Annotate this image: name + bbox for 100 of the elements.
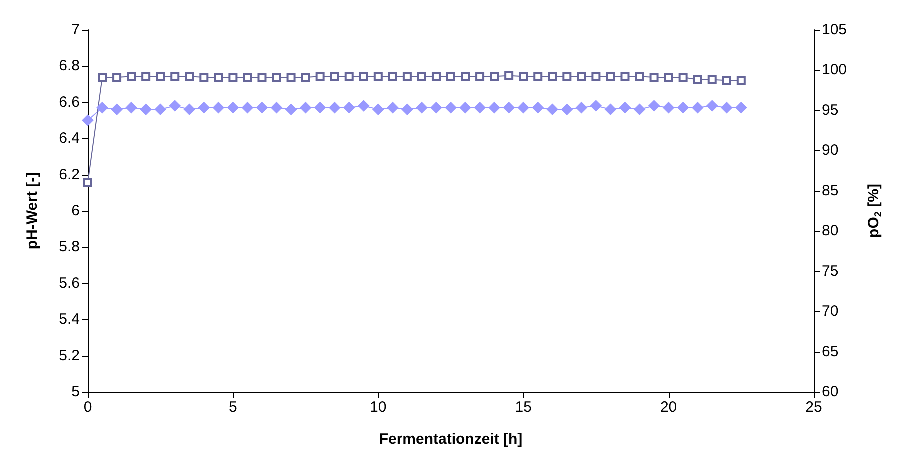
point [388,72,398,82]
point [721,102,732,114]
point [532,102,544,114]
y-tick-label: 6 [72,202,80,220]
point [490,72,500,82]
point [359,72,368,82]
point [504,71,514,80]
y2-tick-label: 70 [822,303,839,320]
point [678,72,688,82]
y-tick-label: 5.2 [59,347,80,364]
x-tick-label: 20 [660,399,678,416]
point [446,102,456,114]
y2-tick-label: 100 [822,62,848,79]
point [358,100,370,112]
point [112,72,122,82]
point [577,72,586,82]
point [446,72,456,82]
point [678,102,689,114]
point [372,104,384,116]
point [155,104,166,116]
point [140,104,152,116]
y-tick-label: 7 [72,22,80,38]
point [562,104,573,116]
point [562,72,572,82]
point [112,104,123,116]
point [184,104,196,116]
point [461,72,470,82]
point [576,102,588,114]
point [272,72,282,82]
point [620,102,631,114]
point [156,72,166,82]
point [142,72,151,82]
x-tick-label: 0 [84,399,92,416]
point [286,72,296,82]
y2-tick-label: 105 [822,22,848,38]
x-tick-label: 5 [229,399,238,416]
point [243,72,252,82]
point [200,72,209,82]
y2-tick-label: 60 [822,384,839,400]
y-tick-label: 5.8 [59,238,80,256]
point [722,76,732,86]
y-tick-label: 6.6 [59,94,80,111]
point [547,104,558,116]
point [592,72,601,82]
y2-tick-label: 75 [822,262,839,280]
point [430,102,442,114]
y-tick-label: 5.4 [59,311,80,328]
point [374,72,383,82]
point [344,72,354,82]
point [344,102,355,114]
y-tick-label: 5.6 [59,274,80,292]
point [416,102,428,114]
point [548,72,558,82]
point [82,115,94,126]
x-tick-label: 25 [806,399,822,416]
point [534,72,543,82]
point [271,102,282,114]
point [228,102,239,114]
point [476,72,485,82]
y-tick-label: 5 [72,384,80,400]
point [98,72,108,82]
point [460,102,472,114]
point [256,102,268,114]
point [300,102,312,114]
y2-tick-label: 80 [822,222,839,240]
point [97,102,108,114]
y2-axis-title: pO2 [%] [866,184,884,238]
y-tick-label: 6.8 [59,58,80,75]
y2-tick-label: 65 [822,343,839,360]
point [330,72,340,82]
point [518,102,530,114]
x-axis-title: Fermentationzeit [h] [379,431,523,448]
point [736,76,746,86]
point [316,72,325,82]
point [650,72,659,82]
point [634,104,646,116]
point [387,102,398,114]
point [635,72,644,82]
point [432,72,441,82]
point [693,75,702,84]
point [301,72,310,82]
point [474,102,486,114]
point [664,72,674,82]
point [258,72,267,82]
point [214,72,224,82]
point [605,104,616,116]
point [706,100,718,112]
x-tick-label: 15 [515,399,532,416]
y-tick-label: 6.2 [59,166,80,184]
x-tick-label: 10 [370,399,387,416]
point [692,102,704,114]
point [127,72,136,82]
point [242,102,254,114]
y2-tick-label: 85 [822,182,839,200]
point [590,100,602,112]
point [736,102,747,114]
y-tick-label: 6.4 [59,130,80,148]
point [663,102,674,114]
point [314,102,326,114]
point [402,104,413,116]
